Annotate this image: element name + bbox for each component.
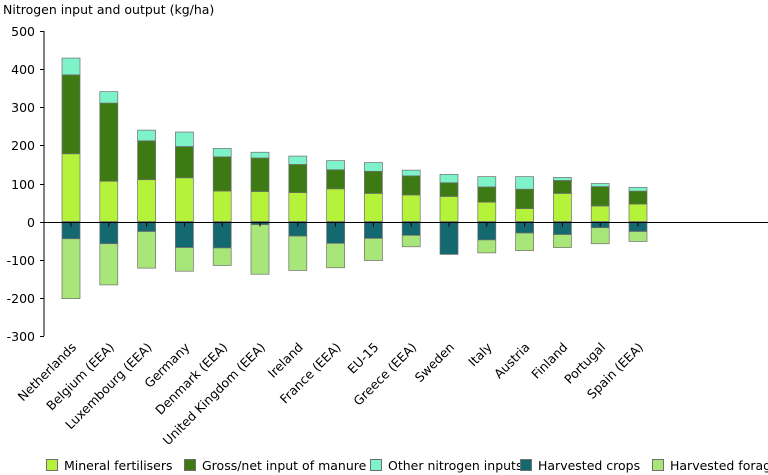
bar-segment bbox=[553, 193, 572, 222]
bar-segment bbox=[590, 227, 610, 245]
legend-item: Harvested crops bbox=[520, 456, 640, 474]
legend-swatch bbox=[652, 459, 664, 471]
bar-segment bbox=[477, 186, 497, 203]
y-tick-label: -100 bbox=[7, 253, 35, 268]
bar-segment bbox=[590, 205, 610, 222]
bar-segment bbox=[326, 188, 345, 222]
bar-segment bbox=[326, 243, 345, 269]
y-tick-label: 300 bbox=[11, 100, 35, 115]
legend-label: Harvested crops bbox=[538, 457, 641, 473]
legend-item: Other nitrogen inputs bbox=[370, 456, 522, 474]
bar-segment bbox=[590, 186, 610, 207]
bar-segment bbox=[288, 192, 308, 222]
bar-segment bbox=[175, 247, 194, 272]
bar-segment bbox=[477, 201, 497, 222]
bar-segment bbox=[61, 74, 81, 155]
bar-segment bbox=[364, 238, 383, 261]
bar-segment bbox=[137, 129, 156, 142]
bar-segment bbox=[212, 190, 232, 222]
legend-swatch bbox=[46, 459, 58, 471]
legend-item: Mineral fertilisers bbox=[46, 456, 173, 474]
bar-segment bbox=[288, 155, 308, 165]
bar-segment bbox=[439, 182, 459, 197]
legend-label: Other nitrogen inputs bbox=[388, 457, 523, 473]
bar-segment bbox=[61, 153, 81, 222]
bar-segment bbox=[439, 174, 459, 184]
bar-segment bbox=[515, 232, 534, 251]
y-tick-label: 500 bbox=[11, 24, 35, 39]
bar-segment bbox=[212, 148, 232, 158]
bar-segment bbox=[212, 156, 232, 192]
y-tick-label: 200 bbox=[11, 138, 35, 153]
bar-segment bbox=[250, 191, 270, 222]
bar-segment bbox=[364, 162, 383, 172]
bar-segment bbox=[326, 160, 345, 171]
bar-segment bbox=[401, 175, 421, 196]
legend-swatch bbox=[370, 459, 382, 471]
bar-segment bbox=[250, 157, 270, 192]
bar-segment bbox=[553, 180, 572, 194]
bar-segment bbox=[137, 140, 156, 181]
bar-segment bbox=[99, 180, 119, 222]
bar-segment bbox=[175, 177, 194, 222]
x-tick-label: Italy bbox=[465, 339, 495, 369]
x-tick-label: Austria bbox=[491, 340, 533, 382]
bar-segment bbox=[99, 243, 119, 286]
bar-segment bbox=[326, 169, 345, 190]
chart-legend: Mineral fertilisers Gross/net input of ma… bbox=[0, 456, 768, 474]
bar-segment bbox=[99, 102, 119, 182]
bar-segment bbox=[212, 247, 232, 266]
bar-segment bbox=[628, 231, 648, 242]
bar-segment bbox=[439, 196, 459, 222]
legend-item: Gross/net input of manure bbox=[184, 456, 366, 474]
bar-segment bbox=[553, 177, 572, 181]
bar-segment bbox=[628, 190, 648, 205]
y-tick-label: 0 bbox=[27, 215, 35, 230]
y-tick-label: -300 bbox=[7, 329, 35, 344]
bar-segment bbox=[477, 176, 497, 188]
y-tick-label: -200 bbox=[7, 291, 35, 306]
x-tick-label: Sweden bbox=[412, 340, 458, 386]
bar-segment bbox=[515, 208, 534, 222]
bar-segment bbox=[61, 238, 81, 299]
bar-segment bbox=[175, 146, 194, 179]
bar-segment bbox=[628, 203, 648, 222]
bar-segment bbox=[364, 193, 383, 222]
bar-segment bbox=[515, 188, 534, 210]
bar-segment bbox=[590, 183, 610, 187]
bar-segment bbox=[250, 224, 270, 275]
bar-segment bbox=[515, 176, 534, 190]
bar-segment bbox=[628, 186, 648, 192]
bar-segment bbox=[364, 170, 383, 194]
legend-label: Mineral fertilisers bbox=[64, 457, 173, 473]
bar-segment bbox=[401, 169, 421, 177]
legend-swatch bbox=[184, 459, 196, 471]
y-tick-label: 100 bbox=[11, 177, 35, 192]
legend-item: Harvested forage bbox=[652, 456, 768, 474]
bar-segment bbox=[553, 234, 572, 248]
bar-segment bbox=[401, 235, 421, 248]
legend-label: Gross/net input of manure bbox=[202, 457, 367, 473]
y-tick-label: 400 bbox=[11, 62, 35, 77]
bar-segment bbox=[401, 194, 421, 222]
bar-segment bbox=[288, 235, 308, 271]
bar-segment bbox=[175, 131, 194, 147]
legend-label: Harvested forage bbox=[670, 457, 768, 473]
bar-segment bbox=[61, 57, 81, 76]
bar-segment bbox=[250, 151, 270, 159]
bar-segment bbox=[137, 179, 156, 222]
chart-title: Nitrogen input and output (kg/ha) bbox=[3, 2, 215, 17]
legend-swatch bbox=[520, 459, 532, 471]
bar-segment bbox=[99, 91, 119, 104]
chart-plot: -300-200-1000100200300400500NetherlandsB… bbox=[7, 24, 768, 448]
bar-segment bbox=[477, 239, 497, 254]
bar-segment bbox=[439, 221, 459, 255]
bar-segment bbox=[137, 231, 156, 269]
bar-segment bbox=[288, 164, 308, 193]
